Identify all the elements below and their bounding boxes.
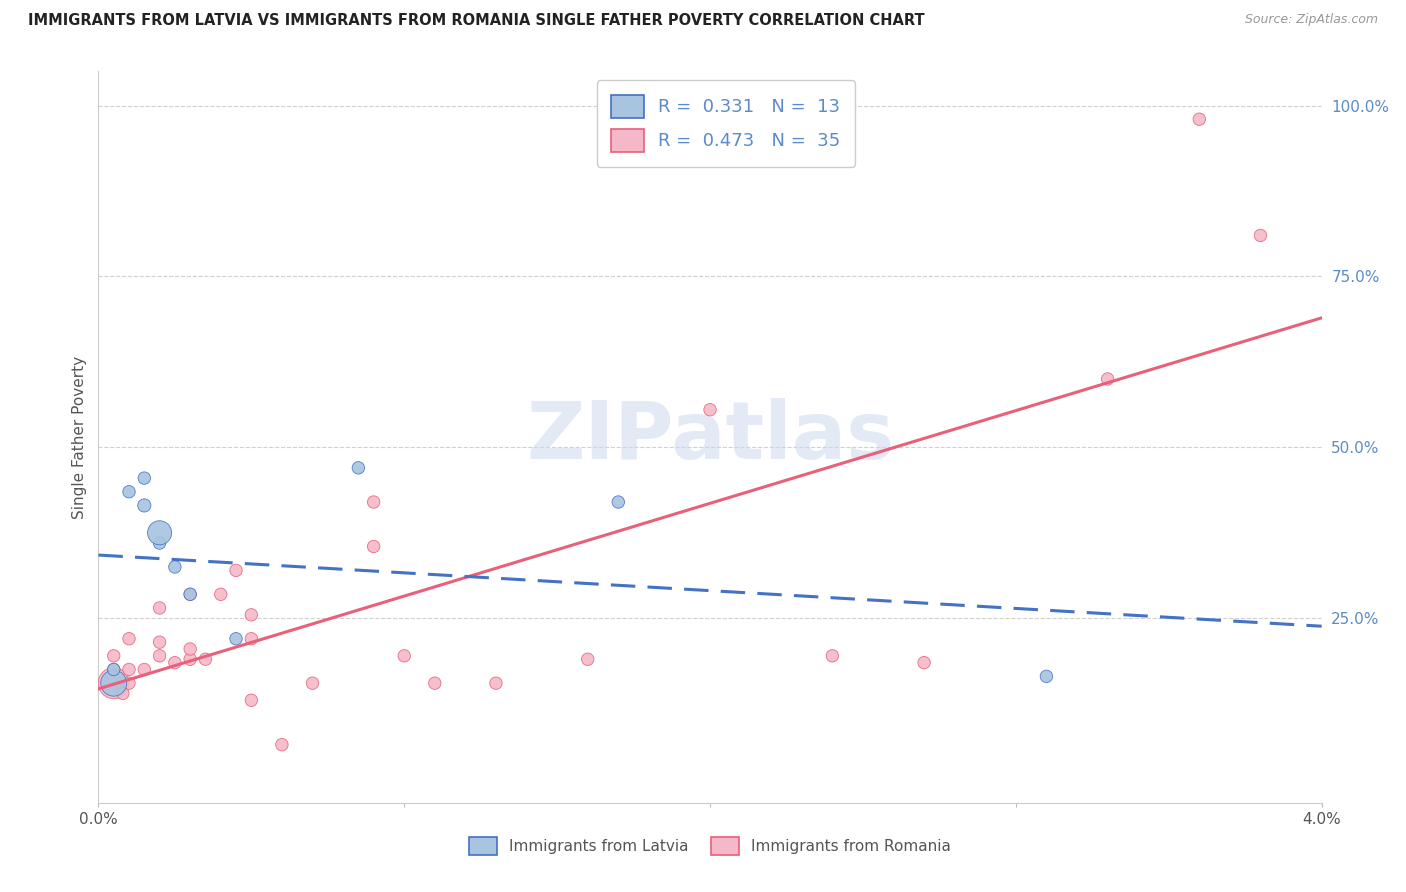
Point xyxy=(103,663,125,677)
Point xyxy=(149,635,172,649)
Point xyxy=(111,686,134,700)
Point xyxy=(301,676,323,690)
Y-axis label: Single Father Poverty: Single Father Poverty xyxy=(72,356,87,518)
Point xyxy=(163,560,186,574)
Point xyxy=(118,484,141,499)
Point xyxy=(194,652,217,666)
Point xyxy=(179,642,201,657)
Point xyxy=(209,587,232,601)
Point xyxy=(179,587,201,601)
Point xyxy=(134,663,156,677)
Point xyxy=(485,676,508,690)
Point xyxy=(1188,112,1211,127)
Text: ZIPatlas: ZIPatlas xyxy=(526,398,894,476)
Point xyxy=(821,648,844,663)
Point xyxy=(912,656,935,670)
Point xyxy=(240,607,263,622)
Point xyxy=(392,648,416,663)
Point xyxy=(163,656,186,670)
Point xyxy=(134,471,156,485)
Point xyxy=(149,601,172,615)
Point xyxy=(103,663,125,677)
Point xyxy=(576,652,599,666)
Point xyxy=(240,632,263,646)
Point xyxy=(423,676,446,690)
Point xyxy=(149,648,172,663)
Point xyxy=(607,495,630,509)
Point xyxy=(179,652,201,666)
Text: Source: ZipAtlas.com: Source: ZipAtlas.com xyxy=(1244,13,1378,27)
Point xyxy=(103,676,125,690)
Text: IMMIGRANTS FROM LATVIA VS IMMIGRANTS FROM ROMANIA SINGLE FATHER POVERTY CORRELAT: IMMIGRANTS FROM LATVIA VS IMMIGRANTS FRO… xyxy=(28,13,925,29)
Point xyxy=(103,648,125,663)
Point xyxy=(149,525,172,540)
Point xyxy=(225,563,247,577)
Point xyxy=(1097,372,1119,386)
Point xyxy=(103,676,125,690)
Point xyxy=(118,663,141,677)
Point xyxy=(363,495,385,509)
Legend: Immigrants from Latvia, Immigrants from Romania: Immigrants from Latvia, Immigrants from … xyxy=(463,831,957,861)
Point xyxy=(225,632,247,646)
Point xyxy=(699,402,721,417)
Point xyxy=(179,587,201,601)
Point xyxy=(363,540,385,554)
Point xyxy=(1035,669,1057,683)
Point xyxy=(134,499,156,513)
Point xyxy=(1249,228,1271,243)
Point xyxy=(270,738,294,752)
Point xyxy=(118,676,141,690)
Point xyxy=(149,536,172,550)
Point xyxy=(118,632,141,646)
Point xyxy=(240,693,263,707)
Point xyxy=(347,460,370,475)
